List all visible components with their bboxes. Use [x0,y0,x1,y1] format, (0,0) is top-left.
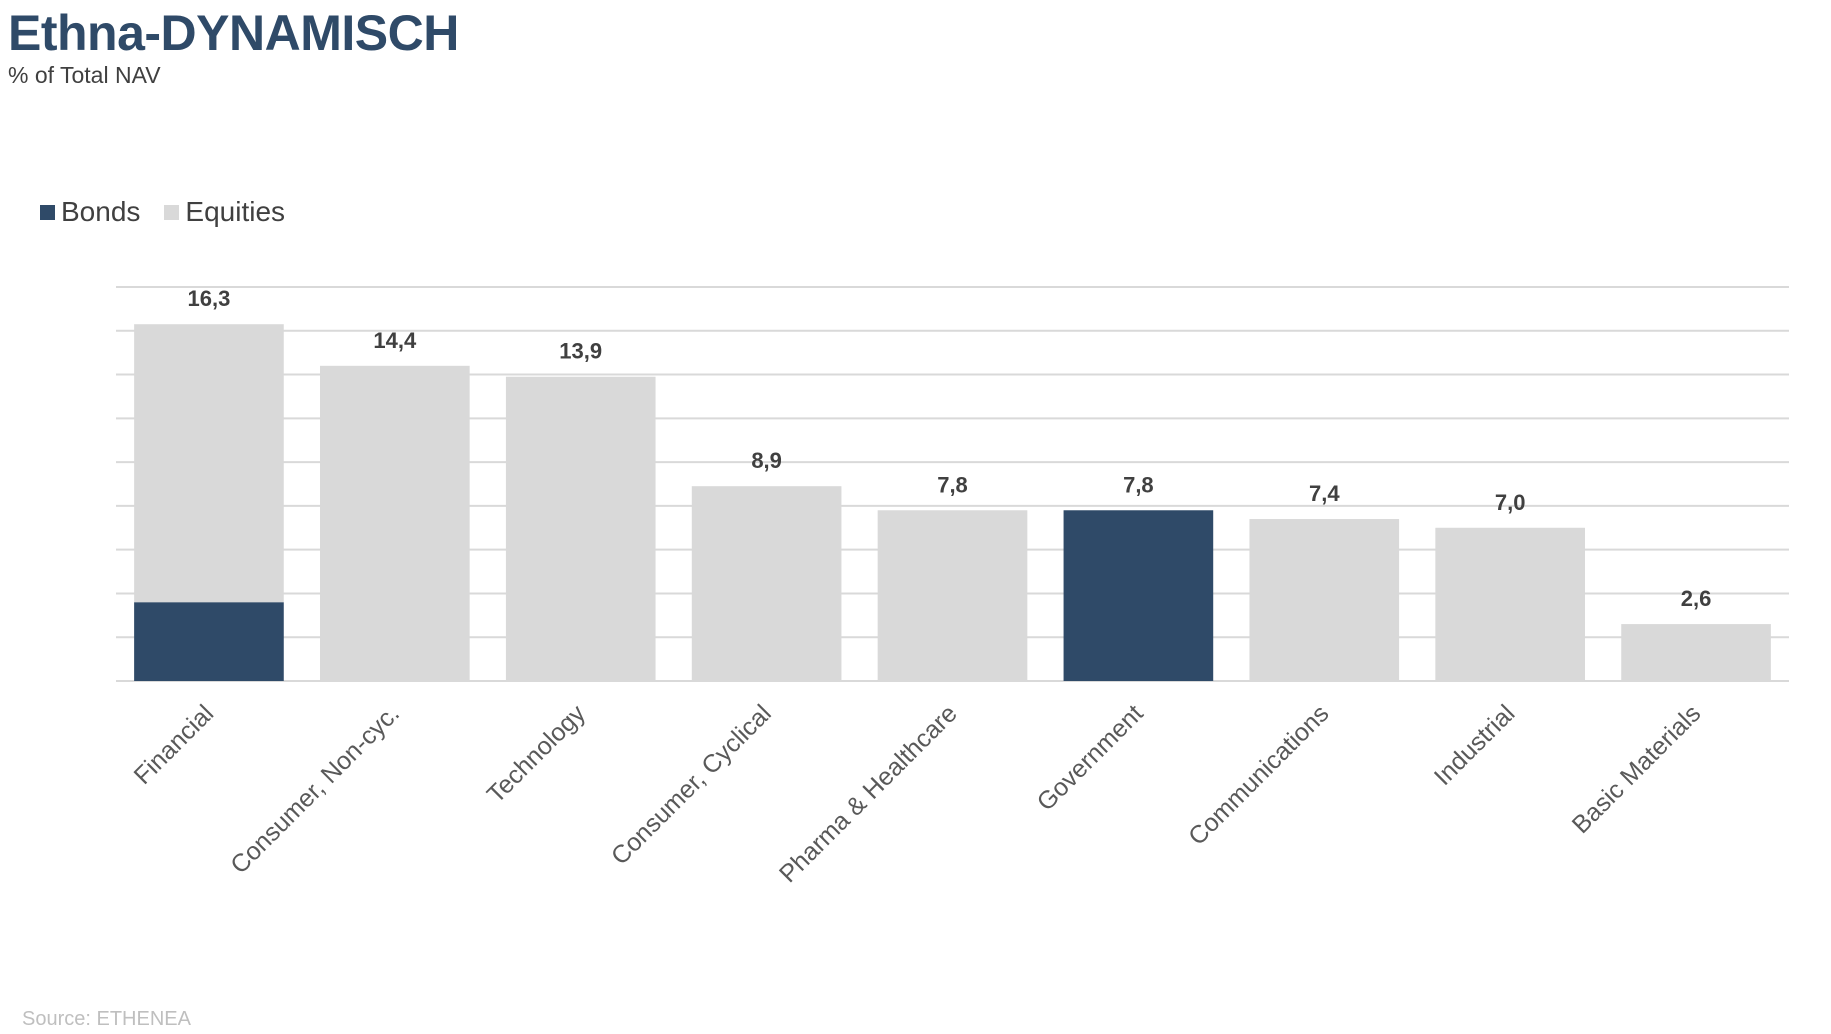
bar-equities [1621,624,1771,681]
category-label: Technology [482,699,592,809]
data-label: 8,9 [751,448,782,473]
chart-title: Ethna-DYNAMISCH [8,5,459,61]
chart-subtitle: % of Total NAV [8,62,161,88]
category-label: Financial [129,699,220,790]
bar-bonds [1063,510,1214,681]
data-label: 13,9 [559,339,602,364]
data-label: 16,3 [188,286,231,311]
category-label: Industrial [1429,699,1521,791]
category-label: Government [1032,699,1149,816]
bar-equities [691,486,842,681]
category-label: Pharma & Healthcare [774,699,963,888]
bar-equities [320,365,470,681]
data-labels: 16,3 14,4 13,9 8,9 7,8 7,8 7,4 7,0 2,6 [188,286,1712,611]
category-label: Basic Materials [1567,699,1707,839]
data-label: 2,6 [1681,586,1712,611]
legend-swatch-equities [164,204,180,220]
category-label: Consumer, Non-cyc. [225,699,405,879]
bar-equities [505,376,656,681]
legend-item-bonds: Bonds [40,196,140,228]
data-label: 7,0 [1495,490,1526,515]
data-label: 7,8 [1123,472,1154,497]
bar-bonds [134,602,284,681]
bar-equities [877,510,1028,681]
legend-label-bonds: Bonds [61,196,141,227]
chart-legend: Bonds Equities [40,196,309,228]
source-note: Source: ETHENEA [22,1008,191,1030]
category-label: Communications [1183,699,1334,850]
bar-equities [1435,527,1585,681]
legend-swatch-bonds [40,204,55,220]
bar-equities [1249,519,1400,681]
data-label: 7,8 [937,472,968,497]
data-label: 14,4 [373,328,417,353]
data-label: 7,4 [1309,481,1340,506]
legend-label-equities: Equities [185,196,286,227]
bars [134,324,1771,681]
bar-equities [134,324,284,603]
category-label: Consumer, Cyclical [606,699,777,870]
legend-item-equities: Equities [164,196,285,228]
category-labels: Financial Consumer, Non-cyc. Technology Con… [129,699,1707,888]
